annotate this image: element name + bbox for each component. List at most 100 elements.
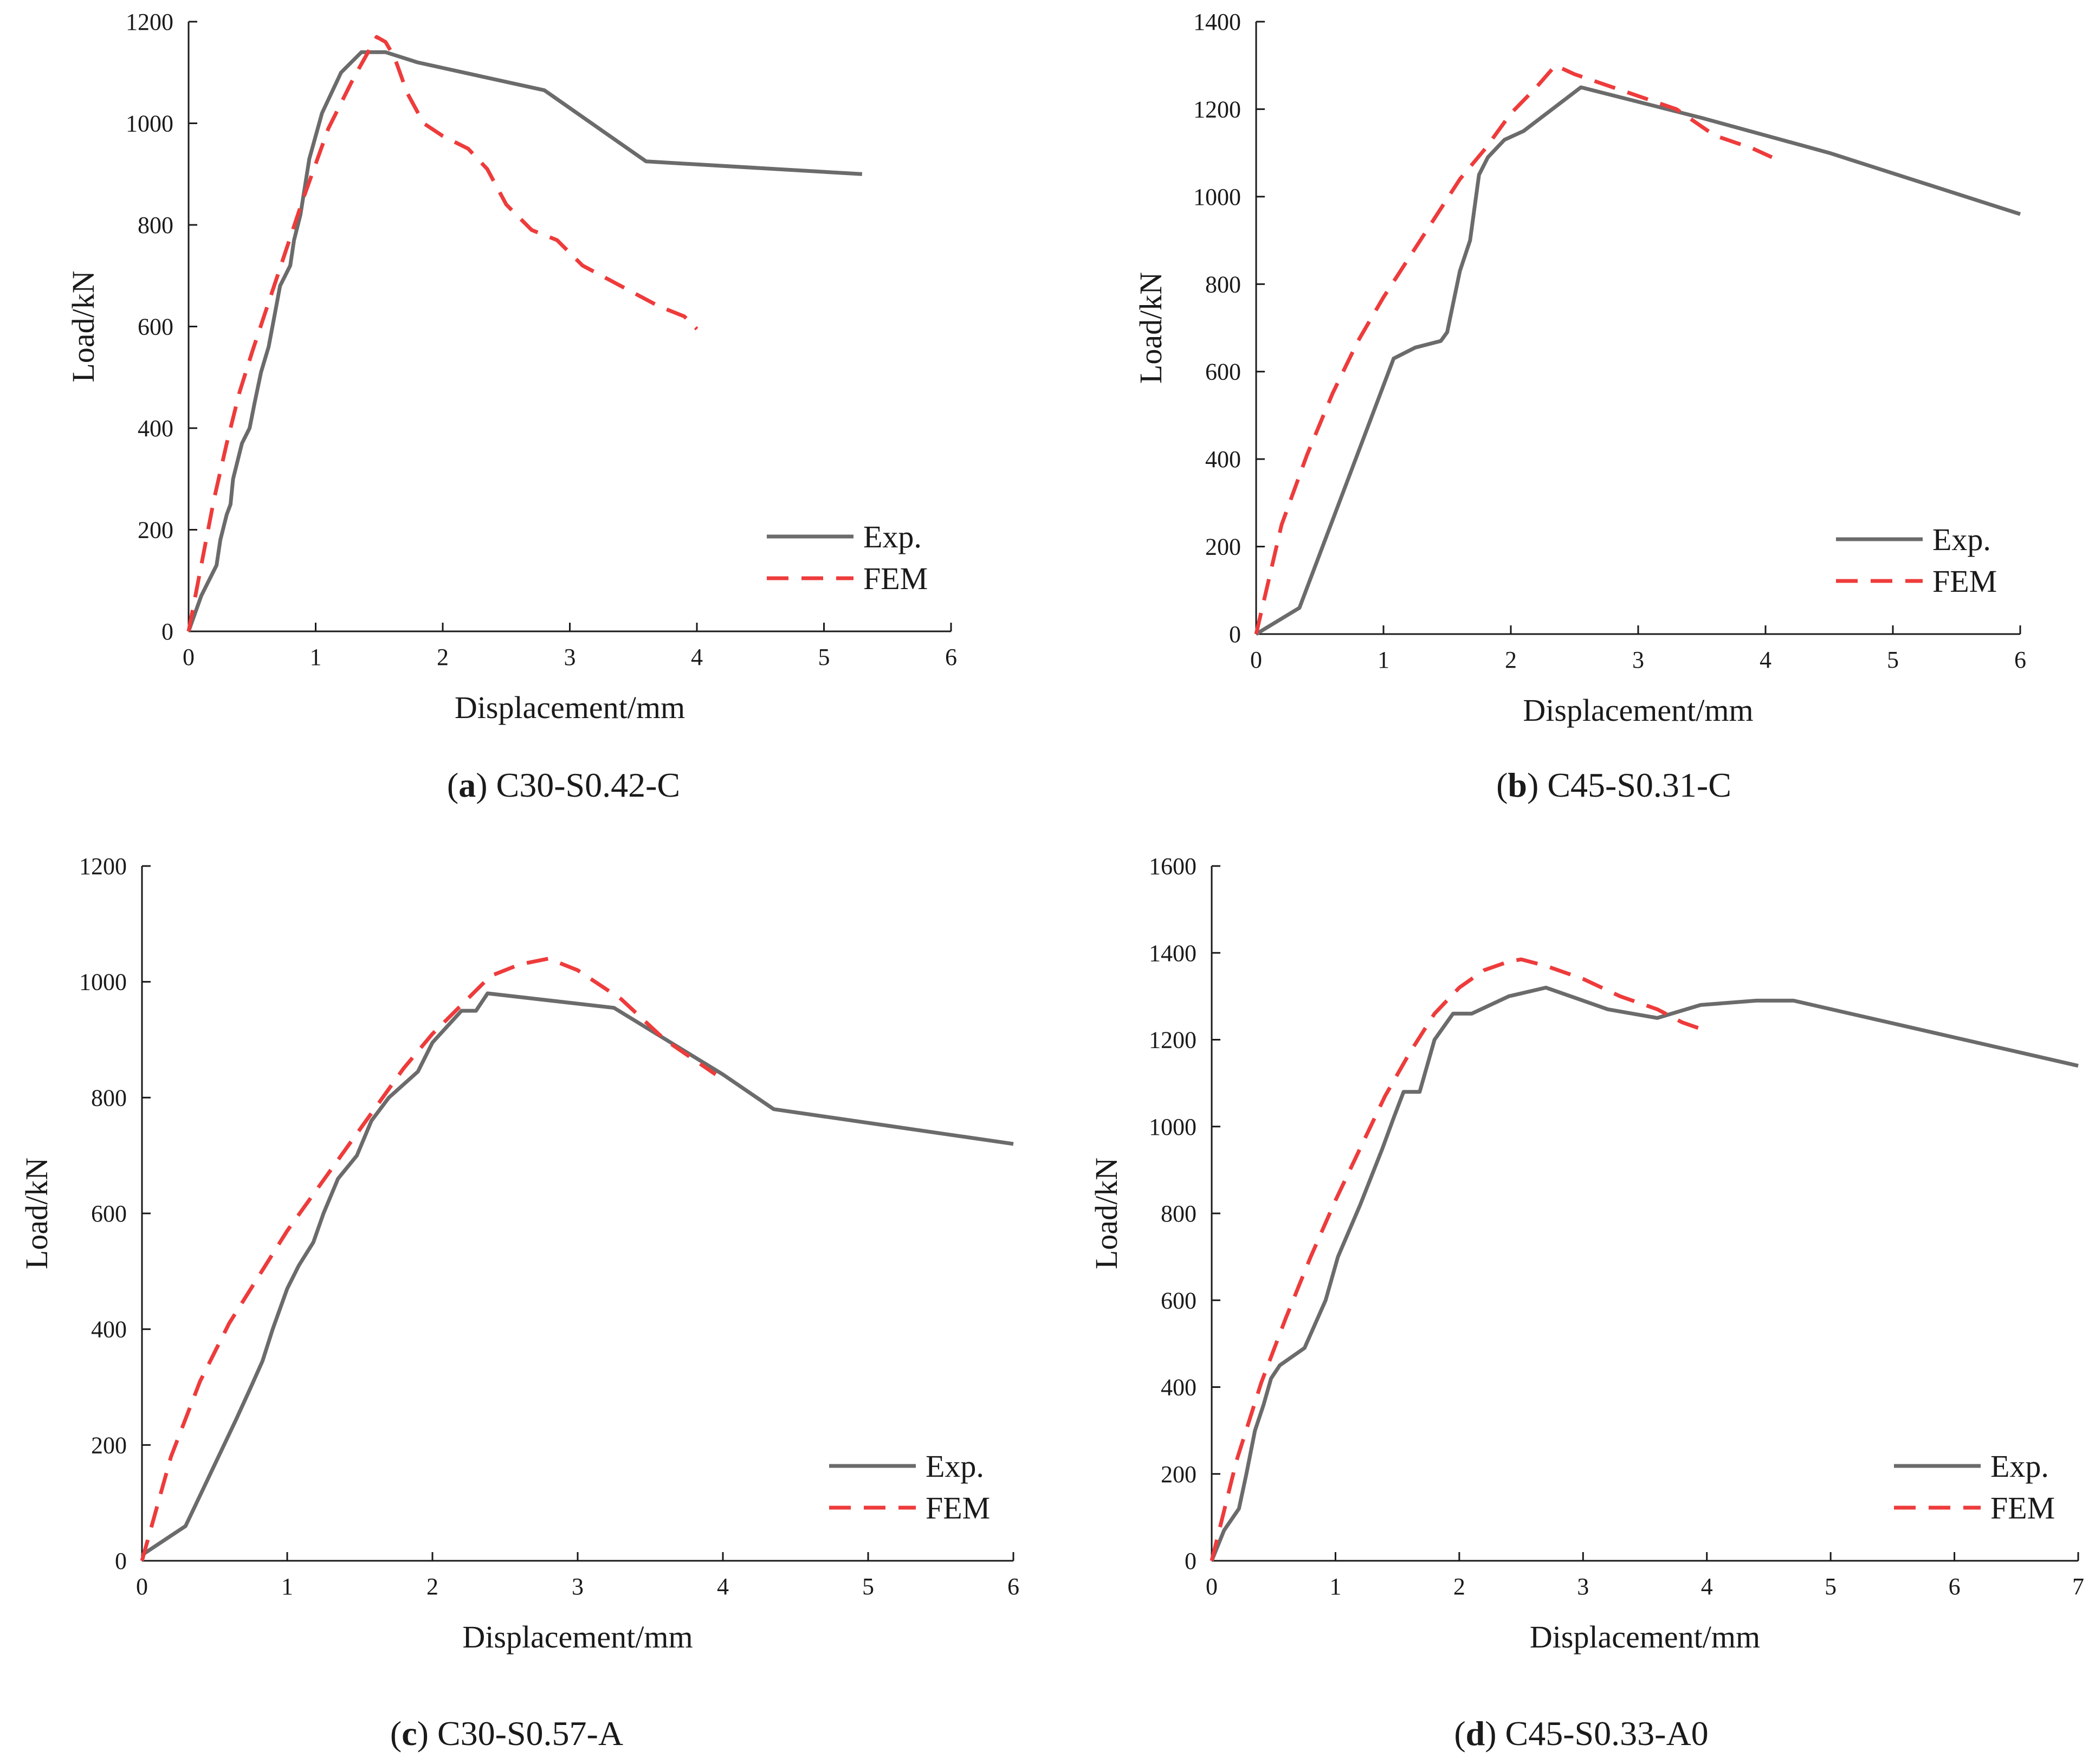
caption-letter: c (402, 1714, 417, 1753)
x-tick-label: 0 (136, 1573, 148, 1600)
y-tick-label: 800 (1161, 1200, 1197, 1227)
caption-open-paren: ( (1454, 1714, 1465, 1753)
caption-letter: b (1508, 766, 1527, 804)
series-line-exp (186, 50, 863, 632)
caption: (d) C45-S0.33-A0 (1454, 1714, 1708, 1753)
x-tick-label: 1 (1329, 1573, 1341, 1600)
y-tick-label: 1000 (126, 111, 173, 137)
y-tick-label: 600 (138, 314, 173, 340)
y-tick-label: 600 (1205, 359, 1241, 385)
y-tick-label: 600 (1161, 1287, 1197, 1314)
y-tick-label: 1200 (126, 9, 173, 35)
series-line-exp (1255, 85, 2021, 636)
x-tick-label: 1 (310, 644, 322, 670)
y-tick-label: 400 (1205, 446, 1241, 473)
caption-open-paren: ( (447, 766, 458, 804)
y-tick-label: 200 (1205, 534, 1241, 560)
series-line-fem (186, 35, 699, 632)
y-tick-label: 1000 (79, 969, 127, 996)
x-tick-label: 4 (1760, 647, 1771, 673)
series-line-exp (1210, 985, 2079, 1562)
legend-label: FEM (1932, 564, 1997, 599)
y-tick-label: 200 (91, 1432, 127, 1458)
y-tick-label: 200 (1161, 1461, 1197, 1488)
legend-label: Exp. (1990, 1449, 2049, 1484)
y-axis-title: Load/kN (1133, 272, 1168, 384)
legend-label: Exp. (926, 1449, 984, 1484)
x-tick-label: 6 (1007, 1573, 1019, 1600)
y-tick-label: 400 (1161, 1374, 1197, 1401)
x-tick-label: 3 (572, 1573, 584, 1600)
caption-close-paren: ) (1527, 766, 1547, 804)
y-tick-label: 400 (138, 415, 173, 442)
x-tick-label: 2 (1453, 1573, 1465, 1600)
x-tick-label: 1 (281, 1573, 293, 1600)
legend-label: FEM (863, 561, 928, 596)
y-tick-label: 200 (138, 517, 173, 544)
caption: (c) C30-S0.57-A (390, 1714, 623, 1753)
caption: (b) C45-S0.31-C (1496, 766, 1731, 804)
chart-panel-b: 0 1 2 3 4 5 6 0 200 400 600 800 1000 1200 1400 Displace… (1133, 9, 2026, 804)
y-axis-title: Load/kN (1089, 1158, 1124, 1269)
caption-close-paren: ) (476, 766, 496, 804)
caption-close-paren: ) (1485, 1714, 1505, 1753)
x-axis-title: Displacement/mm (1523, 693, 1753, 728)
caption-title: C45-S0.33-A0 (1505, 1714, 1709, 1753)
x-tick-label: 3 (1577, 1573, 1589, 1600)
y-tick-label: 800 (138, 212, 173, 238)
y-tick-label: 1200 (79, 853, 127, 880)
y-tick-label: 600 (91, 1200, 127, 1227)
x-tick-label: 5 (862, 1573, 874, 1600)
x-tick-label: 0 (183, 644, 195, 670)
x-tick-label: 5 (1825, 1573, 1837, 1600)
x-axis-title: Displacement/mm (462, 1619, 693, 1655)
x-tick-label: 3 (564, 644, 576, 670)
caption-title: C30-S0.57-A (437, 1714, 623, 1753)
x-tick-label: 4 (691, 644, 703, 670)
series-line-fem (140, 957, 717, 1561)
y-tick-label: 1200 (1149, 1027, 1197, 1054)
x-tick-label: 6 (1949, 1573, 1961, 1600)
y-tick-label: 1000 (1193, 184, 1241, 210)
y-tick-label: 800 (1205, 271, 1241, 298)
caption-letter: d (1466, 1714, 1485, 1753)
x-tick-label: 5 (1887, 647, 1899, 673)
caption-open-paren: ( (390, 1714, 402, 1753)
caption-title: C30-S0.42-C (496, 766, 681, 804)
x-axis-title: Displacement/mm (1530, 1619, 1760, 1655)
chart-panel-a: 0 1 2 3 4 5 6 0 200 400 600 800 1000 1200 Displacement… (66, 9, 957, 804)
caption-open-paren: ( (1496, 766, 1508, 804)
y-tick-label: 1400 (1193, 9, 1241, 35)
x-tick-label: 7 (2072, 1573, 2084, 1600)
y-tick-label: 400 (91, 1316, 127, 1343)
y-axis-title: Load/kN (19, 1158, 54, 1269)
legend-label: FEM (1990, 1490, 2055, 1526)
x-tick-label: 5 (818, 644, 830, 670)
x-tick-label: 4 (717, 1573, 729, 1600)
x-tick-label: 6 (2014, 647, 2026, 673)
chart-panel-c: 0 1 2 3 4 5 6 0 200 400 600 800 1000 1200 Displacement… (19, 853, 1019, 1753)
y-tick-label: 0 (115, 1548, 127, 1574)
x-tick-label: 2 (426, 1573, 438, 1600)
y-tick-label: 800 (91, 1084, 127, 1111)
y-tick-label: 1000 (1149, 1114, 1197, 1140)
x-tick-label: 0 (1206, 1573, 1218, 1600)
x-tick-label: 3 (1632, 647, 1644, 673)
y-axis-title: Load/kN (66, 270, 101, 382)
x-tick-label: 6 (945, 644, 957, 670)
caption-close-paren: ) (417, 1714, 437, 1753)
chart-panel-d: 0 1 2 3 4 5 6 7 0 200 400 600 800 1000 1200 1400 1600 Dis… (1089, 853, 2084, 1753)
x-tick-label: 4 (1701, 1573, 1713, 1600)
y-tick-label: 1400 (1149, 940, 1197, 966)
legend-label: FEM (926, 1490, 990, 1526)
caption-title: C45-S0.31-C (1547, 766, 1731, 804)
y-tick-label: 0 (1185, 1548, 1197, 1574)
x-tick-label: 1 (1378, 647, 1389, 673)
y-tick-label: 1600 (1149, 853, 1197, 880)
y-tick-label: 1200 (1193, 96, 1241, 122)
series-line-exp (141, 991, 1014, 1557)
series-line-fem (1254, 63, 1773, 635)
y-tick-label: 0 (1229, 621, 1241, 648)
caption-letter: a (458, 766, 476, 804)
